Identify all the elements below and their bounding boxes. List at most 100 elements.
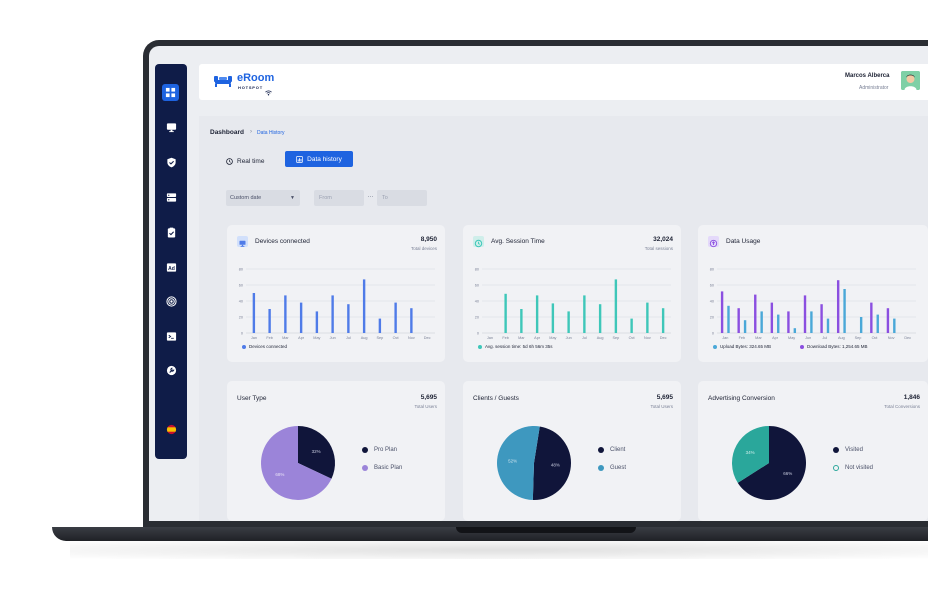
x-tick-label: Apr: [772, 336, 779, 340]
pie-data-label: 34%: [746, 450, 755, 455]
avatar[interactable]: [901, 71, 920, 90]
x-tick-label: Mar: [755, 336, 762, 340]
card-value: 1,846: [903, 394, 920, 401]
date-range-select[interactable]: Custom date ▼: [226, 190, 300, 206]
tab-data-history[interactable]: Data history: [285, 151, 353, 167]
bar: [394, 302, 397, 333]
x-tick-label: Jun: [805, 336, 811, 340]
wrench-icon[interactable]: [163, 362, 179, 378]
legend-guest: Guest: [598, 465, 626, 471]
bar: [567, 311, 570, 333]
legend-dot: [833, 447, 839, 453]
date-to-input[interactable]: To: [377, 190, 427, 206]
x-tick-label: May: [549, 336, 556, 340]
pie-slice: [261, 426, 332, 500]
bar: [793, 328, 797, 333]
card-value: 5,695: [656, 394, 673, 401]
bar: [820, 304, 823, 333]
x-tick-label: Jan: [722, 336, 728, 340]
tab-data-history-label: Data history: [307, 155, 342, 163]
bar: [520, 309, 523, 333]
date-from-input[interactable]: From: [314, 190, 364, 206]
x-tick-label: Sep: [612, 336, 619, 340]
broadcast-icon[interactable]: [163, 293, 179, 309]
top-bar: eRoom HOTSPOT Marcos Alberca Administrat…: [199, 64, 928, 100]
x-tick-label: Jul: [346, 336, 351, 340]
x-tick-label: Dec: [660, 336, 667, 340]
shield-icon[interactable]: [163, 154, 179, 170]
bar: [378, 318, 382, 333]
bar: [787, 311, 790, 333]
x-tick-label: Nov: [408, 336, 415, 340]
bar: [331, 295, 334, 333]
terminal-icon[interactable]: [163, 328, 179, 344]
spain-flag-icon[interactable]: [163, 421, 179, 437]
legend-label: Basic Plan: [374, 465, 403, 471]
card-subtitle: Total Users: [650, 404, 673, 409]
card-title: Data Usage: [726, 238, 761, 245]
legend-label: Not visited: [845, 465, 874, 471]
pie-slice: [532, 426, 571, 500]
pie-slice: [497, 426, 540, 500]
legend-dot: [800, 344, 804, 349]
logo-text[interactable]: eRoom: [237, 72, 275, 84]
legend-label: Devices connected: [249, 344, 288, 349]
laptop-screen: Ad eRoom HOTSPOT Marc: [149, 46, 928, 521]
bar: [770, 302, 774, 333]
card-title: User Type: [237, 395, 267, 402]
clock-icon: [473, 236, 484, 248]
pie-data-label: 32%: [312, 449, 321, 454]
clipboard-check-icon[interactable]: [163, 224, 179, 240]
x-tick-label: Feb: [739, 336, 746, 340]
bar: [661, 308, 665, 333]
bar: [754, 294, 757, 333]
legend-label: Guest: [610, 465, 627, 471]
y-tick-label: 40: [710, 300, 714, 304]
y-tick-label: 80: [475, 268, 479, 272]
bar: [803, 295, 807, 333]
breadcrumb-dashboard[interactable]: Dashboard: [210, 129, 244, 136]
bar: [284, 295, 287, 333]
y-tick-label: 60: [239, 284, 243, 288]
user-role: Administrator: [859, 85, 889, 91]
bar: [551, 303, 555, 333]
sidebar: Ad: [155, 64, 187, 459]
bar: [268, 309, 271, 333]
x-tick-label: Dec: [904, 336, 911, 340]
y-tick-label: 20: [239, 316, 243, 320]
legend-pro-plan: Pro Plan: [362, 447, 397, 453]
y-tick-label: 0: [477, 332, 479, 336]
chart-legend: Avg. session time: 5d 6h 56m 35s: [478, 344, 552, 349]
legend-dot: [478, 344, 482, 349]
bar: [504, 293, 507, 333]
card-title: Avg. Session Time: [491, 238, 545, 245]
user-name[interactable]: Marcos Alberca: [845, 73, 890, 79]
x-tick-label: Jan: [251, 336, 257, 340]
monitor-icon[interactable]: [163, 119, 179, 135]
x-tick-label: Sep: [855, 336, 862, 340]
legend-dot: [362, 447, 368, 453]
dashboard-grid-icon[interactable]: [162, 84, 179, 101]
y-tick-label: 20: [710, 316, 714, 320]
upload-cloud-icon: [708, 236, 719, 248]
x-tick-label: Dec: [424, 336, 431, 340]
tab-real-time-label: Real time: [237, 157, 265, 165]
card-subtitle: Total sessions: [644, 246, 673, 251]
x-tick-label: Jun: [566, 336, 572, 340]
card-title: Clients / Guests: [473, 395, 519, 402]
x-tick-label: Jul: [822, 336, 827, 340]
breadcrumb-separator: ›: [250, 129, 252, 135]
y-tick-label: 60: [710, 284, 714, 288]
server-icon[interactable]: [163, 189, 179, 205]
bar: [720, 291, 724, 333]
pie-chart-clients-guests: 48% 52%: [497, 426, 571, 500]
pie-slice: [732, 426, 769, 483]
bar: [630, 318, 633, 333]
bar: [583, 295, 586, 333]
tab-real-time[interactable]: Real time: [226, 153, 264, 169]
bar: [410, 308, 413, 333]
x-tick-label: Aug: [361, 336, 368, 340]
y-tick-label: 0: [712, 332, 714, 336]
ad-icon[interactable]: Ad: [163, 259, 179, 275]
card-data-usage: Data Usage 20 40 60 80 0 Jan Feb Mar Apr May Jun Ju…: [698, 225, 928, 362]
